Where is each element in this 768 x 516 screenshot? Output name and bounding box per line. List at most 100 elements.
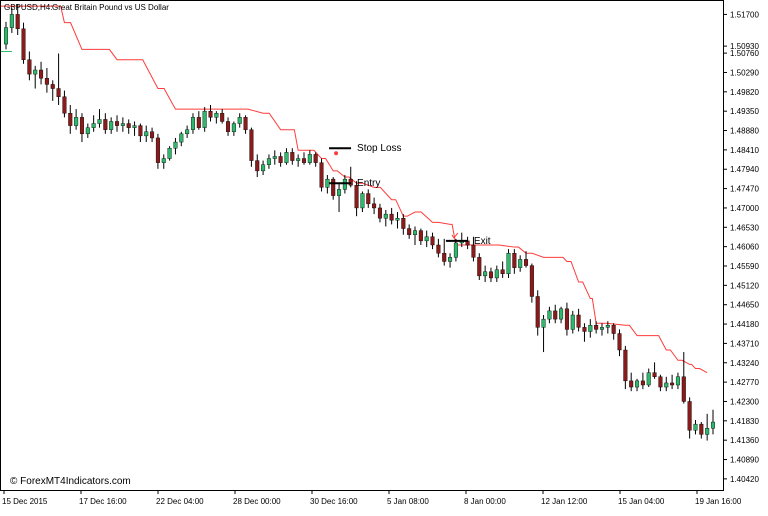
bear-candle [27,59,32,75]
bear-candle [430,236,435,246]
bear-candle [658,376,663,388]
bear-candle [488,271,493,279]
bear-candle [389,213,394,221]
bull-candle [337,189,342,196]
bull-candle [494,269,499,279]
bull-candle [167,148,172,159]
bear-candle [220,113,225,122]
time-tick-label: 17 Dec 16:00 [79,497,127,506]
time-tick-label: 22 Dec 04:00 [156,497,204,506]
bull-candle [342,178,347,190]
bull-candle [383,213,388,219]
price-tick-label: 1.40420 [730,475,759,484]
bear-candle [535,296,540,328]
bull-candle [307,154,312,163]
bear-candle [418,230,423,242]
stop-loss-dot [334,151,339,156]
bull-candle [74,117,79,126]
bear-candle [582,327,587,332]
price-tick-label: 1.46530 [730,223,759,232]
price-tick-label: 1.46060 [730,243,759,252]
bear-candle [354,185,359,209]
time-tick-label: 15 Dec 2015 [2,497,48,506]
bear-candle [243,117,248,130]
plot-frame [0,0,724,491]
bull-candle [33,69,38,75]
bull-candle [646,372,651,386]
bear-candle [290,152,295,161]
time-tick-label: 28 Dec 00:00 [233,497,281,506]
price-tick-label: 1.45590 [730,262,759,271]
bear-candle [39,69,44,79]
bull-candle [109,121,114,130]
bear-candle [301,158,307,163]
bear-candle [576,314,581,328]
bull-candle [453,242,458,258]
annotation-label: Entry [357,178,380,189]
price-tick-label: 1.48410 [730,146,759,155]
bear-candle [407,228,412,235]
price-tick-label: 1.40890 [730,456,759,465]
bear-candle [372,203,377,209]
price-tick-label: 1.47000 [730,204,759,213]
time-tick-label: 5 Jan 08:00 [387,497,429,506]
bull-candle [272,156,277,159]
bull-candle [132,125,137,128]
bull-candle [506,253,511,275]
bull-candle [395,218,400,221]
price-tick-label: 1.50290 [730,68,759,77]
bull-candle [412,230,418,235]
price-tick-label: 1.49820 [730,88,759,97]
bull-candle [237,117,242,124]
price-tick-label: 1.41360 [730,436,759,445]
bull-candle [296,158,301,161]
bear-candle [319,162,324,188]
bull-candle [214,113,219,118]
bear-candle [62,96,67,114]
bear-candle [150,131,155,139]
bull-candle [675,376,680,386]
price-tick-label: 1.50760 [730,49,759,58]
bull-candle [570,314,575,330]
bull-candle [635,380,640,388]
watermark: © ForexMT4Indicators.com [10,476,131,487]
bull-candle [588,325,593,332]
bear-candle [208,110,213,118]
time-tick-label: 19 Jan 16:00 [695,497,742,506]
bear-candle [442,253,447,262]
bull-candle [559,308,564,320]
bear-candle [699,423,704,435]
bear-candle [68,113,73,126]
bear-candle [529,265,534,297]
bear-candle [652,372,657,377]
bull-candle [261,164,266,172]
bear-candle [79,117,84,135]
bear-candle [226,121,231,132]
annotation-label: Exit [474,236,491,247]
bear-candle [255,160,260,172]
bull-candle [541,318,546,328]
price-tick-label: 1.44650 [730,301,759,310]
price-tick-label: 1.42300 [730,397,759,406]
bull-candle [266,158,271,165]
bear-candle [401,218,406,229]
bull-candle [284,152,289,163]
trailing-stop-path [0,5,708,374]
bull-candle [231,123,236,132]
bear-candle [155,137,160,163]
bear-candle [348,178,353,186]
time-tick-label: 8 Jan 00:00 [464,497,506,506]
bear-candle [564,308,569,330]
price-tick-label: 1.50930 [730,42,759,51]
bull-candle [664,382,669,388]
symbol-timeframe: GBPUSD,H4: [4,3,52,12]
bull-candle [173,141,178,149]
bear-candle [138,125,143,137]
price-tick-label: 1.43240 [730,359,759,368]
bull-candle [693,423,698,431]
bull-candle [605,325,610,328]
bull-candle [710,421,716,429]
price-tick-label: 1.51700 [730,10,759,19]
bull-candle [518,259,523,268]
